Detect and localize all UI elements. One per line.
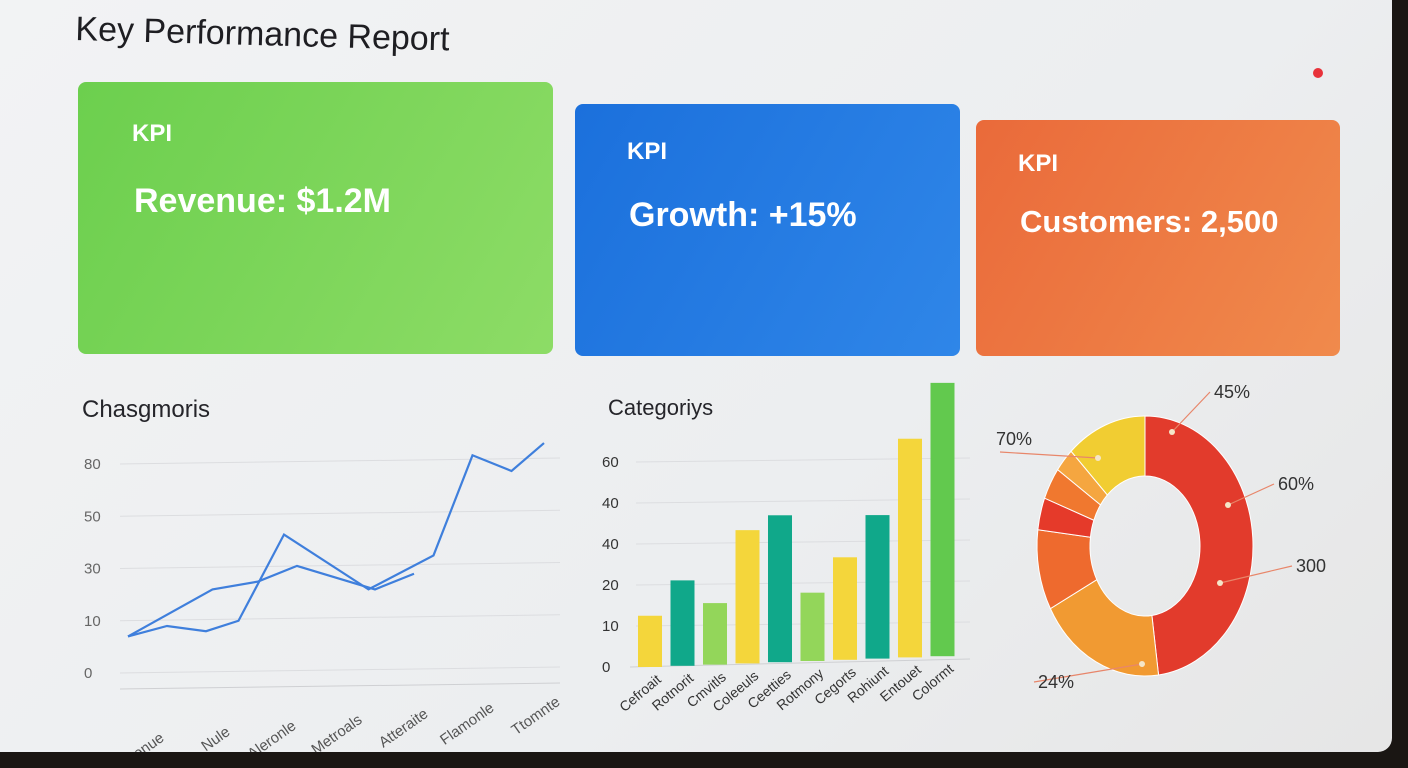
donut-slice — [1144, 415, 1254, 676]
y-tick-label: 10 — [602, 618, 619, 635]
y-tick-label: 20 — [602, 577, 619, 594]
annotation-leader — [999, 451, 1099, 459]
gridline — [119, 457, 561, 465]
bar-cmvitls — [703, 603, 727, 665]
donut-slice — [1070, 415, 1146, 496]
bar-cefroait — [638, 615, 662, 667]
gridline — [119, 562, 561, 569]
donut-annotation: 45% — [1214, 382, 1250, 402]
y-tick-label: 50 — [84, 508, 101, 525]
x-tick-label: Aleronle — [244, 717, 299, 752]
notification-dot-icon[interactable] — [1313, 68, 1323, 78]
bar-colormt — [930, 382, 955, 657]
bar-rotnorit — [670, 580, 695, 666]
dashboard-screen: Key Performance Report KPI Revenue: $1.2… — [0, 0, 1392, 752]
x-tick-label: Rivenue — [112, 729, 167, 752]
donut-slice — [1049, 578, 1160, 677]
y-tick-label: 60 — [602, 454, 619, 471]
kpi-card-growth[interactable]: KPI Growth: +15% — [575, 104, 960, 356]
annotation-dot — [1225, 502, 1231, 508]
bar-ceetties — [768, 515, 792, 663]
line-series-series-1 — [127, 442, 545, 638]
annotation-dot — [1095, 455, 1101, 461]
x-tick-label: Ttomnte — [508, 693, 563, 738]
annotation-leader — [1033, 663, 1143, 683]
y-tick-label: 30 — [84, 561, 101, 578]
kpi-value: Customers: 2,500 — [1020, 204, 1279, 239]
annotation-leader — [1219, 565, 1293, 584]
donut-annotation: 300 — [1296, 556, 1326, 576]
annotation-leader — [1227, 483, 1275, 506]
x-tick-label: Nule — [198, 723, 233, 752]
annotation-dot — [1139, 661, 1145, 667]
line-chart-title: Chasgmoris — [82, 396, 211, 423]
donut-annotation: 70% — [996, 429, 1032, 449]
x-tick-label: Atteraite — [376, 705, 432, 751]
line-series-series-2 — [127, 564, 415, 638]
x-tick-label: Flamonle — [437, 699, 497, 748]
charts-layer: 0 10 30 50 80 Rivenue Nule Aleronle Metroals Atte… — [84, 382, 1326, 752]
annotation-dot — [1169, 429, 1175, 435]
kpi-label: KPI — [1018, 150, 1059, 177]
x-axis-line — [119, 682, 561, 690]
donut-annotation: 24% — [1038, 672, 1074, 692]
x-tick-label: Metroals — [308, 711, 365, 752]
gridline — [119, 666, 561, 674]
kpi-label: KPI — [132, 120, 173, 147]
kpi-value: Growth: +15% — [629, 196, 857, 234]
y-tick-label: 80 — [84, 456, 101, 473]
gridline — [119, 614, 561, 622]
annotation-dot — [1217, 580, 1223, 586]
kpi-card-revenue[interactable]: KPI Revenue: $1.2M — [78, 82, 553, 354]
donut-annotation: 60% — [1278, 474, 1314, 494]
bar-rotmony — [800, 592, 825, 661]
y-tick-label: 40 — [602, 495, 619, 512]
gridline — [119, 509, 561, 517]
y-tick-label: 0 — [602, 659, 610, 676]
kpi-label: KPI — [627, 138, 668, 165]
y-tick-label: 10 — [84, 613, 101, 630]
y-tick-label: 40 — [602, 536, 619, 553]
annotation-leader — [1171, 391, 1211, 433]
y-tick-label: 0 — [84, 665, 92, 682]
kpi-value: Revenue: $1.2M — [134, 182, 391, 220]
bar-rohiunt — [865, 515, 890, 659]
bar-cegorts — [833, 557, 857, 660]
bar-entouet — [898, 438, 922, 658]
bar-coleeuls — [735, 530, 760, 664]
bar-chart-title: Categoriys — [608, 395, 714, 420]
kpi-card-customers[interactable]: KPI Customers: 2,500 — [976, 120, 1340, 356]
